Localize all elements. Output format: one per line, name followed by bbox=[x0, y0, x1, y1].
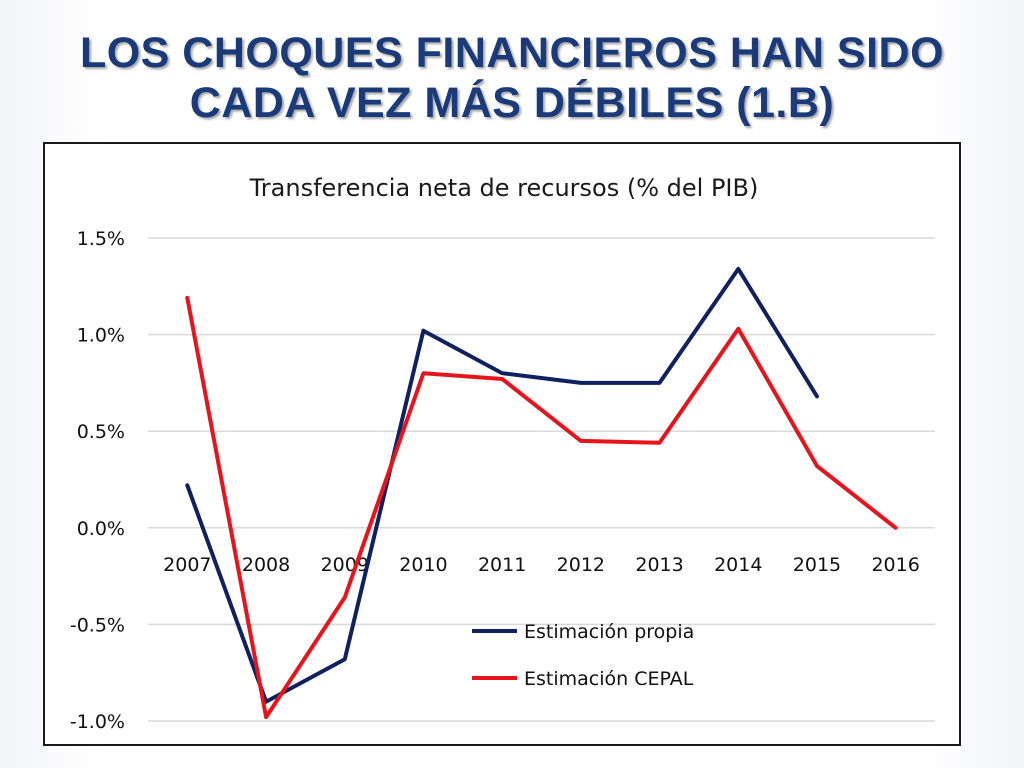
y-tick-label: -0.5% bbox=[70, 614, 125, 636]
x-tick-label: 2011 bbox=[478, 554, 526, 576]
gridlines bbox=[148, 237, 935, 722]
legend: Estimación propia Estimación CEPAL bbox=[472, 621, 694, 690]
chart-title: Transferencia neta de recursos (% del PI… bbox=[249, 174, 759, 202]
x-tick-label: 2008 bbox=[242, 554, 290, 576]
y-axis-ticks: 1.5% 1.0% 0.5% 0.0% -0.5% -1.0% bbox=[70, 228, 125, 733]
series-line-2 bbox=[185, 295, 898, 720]
legend-label-2: Estimación CEPAL bbox=[524, 668, 694, 690]
line-chart: Transferencia neta de recursos (% del PI… bbox=[70, 174, 935, 733]
x-tick-label: 2012 bbox=[557, 554, 605, 576]
x-tick-label: 2015 bbox=[793, 554, 841, 576]
y-tick-label: 0.5% bbox=[77, 421, 125, 443]
x-tick-label: 2010 bbox=[399, 554, 447, 576]
x-tick-label: 2013 bbox=[635, 554, 683, 576]
slide-title-line-1: LOS CHOQUES FINANCIEROS HAN SIDO bbox=[79, 29, 945, 77]
y-tick-label: 1.0% bbox=[77, 325, 125, 347]
x-tick-label: 2016 bbox=[871, 554, 919, 576]
y-tick-label: 0.0% bbox=[77, 518, 125, 540]
slide-title-line-2: CADA VEZ MÁS DÉBILES (1.B) bbox=[189, 79, 835, 127]
y-tick-label: -1.0% bbox=[70, 711, 125, 733]
series-lines bbox=[185, 266, 898, 720]
y-tick-label: 1.5% bbox=[77, 228, 125, 250]
x-axis-ticks: 2007 2008 2009 2010 2011 2012 2013 2014 2015 2016 bbox=[163, 554, 920, 576]
series-line-1 bbox=[185, 266, 819, 704]
legend-label-1: Estimación propia bbox=[524, 621, 694, 643]
slide-title: LOS CHOQUES FINANCIEROS HAN SIDO CADA VE… bbox=[0, 28, 1024, 128]
chart-frame: Transferencia neta de recursos (% del PI… bbox=[43, 142, 961, 746]
x-tick-label: 2007 bbox=[163, 554, 211, 576]
x-tick-label: 2014 bbox=[714, 554, 762, 576]
x-tick-label: 2009 bbox=[321, 554, 369, 576]
